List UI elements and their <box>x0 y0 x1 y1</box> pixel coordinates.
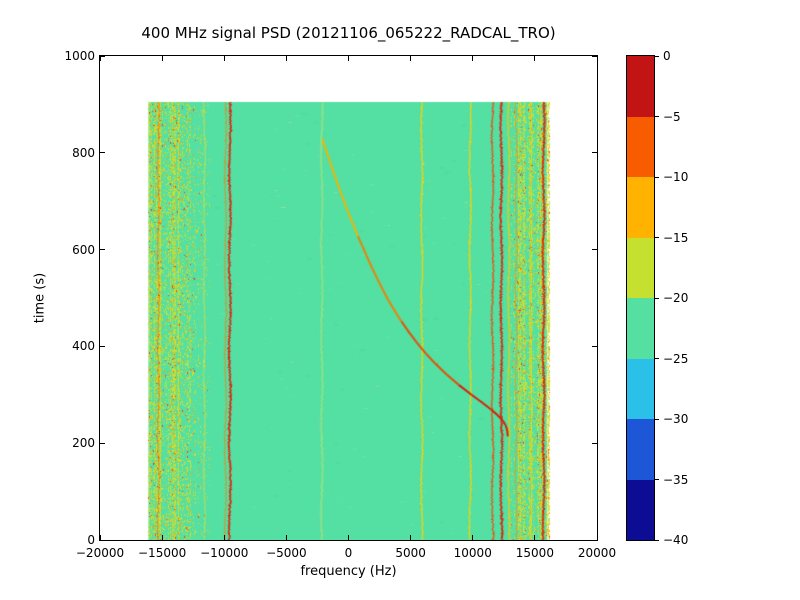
colorbar-tick-mark <box>655 479 659 480</box>
x-tick-label: 15000 <box>515 546 554 560</box>
colorbar-tick-label: −5 <box>663 109 681 124</box>
x-tick-label: −10000 <box>200 546 249 560</box>
colorbar-segment <box>627 56 654 117</box>
chart-title: 400 MHz signal PSD (20121106_065222_RADC… <box>141 24 556 42</box>
x-tick-label: −15000 <box>138 546 187 560</box>
y-tick-label: 200 <box>72 436 95 451</box>
x-tick-label: 0 <box>344 546 353 560</box>
colorbar-tick-label: −40 <box>663 533 689 547</box>
colorbar <box>626 55 655 541</box>
colorbar-tick-label: 0 <box>663 49 671 63</box>
colorbar-segment <box>627 419 654 480</box>
colorbar-segment <box>627 298 654 359</box>
colorbar-tick-mark <box>655 237 659 238</box>
y-tick-label: 400 <box>72 339 95 354</box>
y-tick-label: 0 <box>87 533 95 547</box>
colorbar-tick-label: −25 <box>663 351 689 366</box>
colorbar-tick-mark <box>655 116 659 117</box>
colorbar-tick-mark <box>655 297 659 299</box>
x-tick-label: 20000 <box>577 546 617 560</box>
colorbar-segment <box>627 116 654 177</box>
y-tick-label: 600 <box>72 242 95 257</box>
colorbar-tick-label: −15 <box>663 230 689 245</box>
x-axis-label: frequency (Hz) <box>300 564 397 579</box>
colorbar-tick-mark <box>655 176 659 178</box>
colorbar-tick-label: −10 <box>663 170 689 184</box>
colorbar-tick-mark <box>655 358 659 359</box>
x-tick-label: −5000 <box>266 546 307 560</box>
x-tick-label: 10000 <box>453 546 492 560</box>
y-axis-label: time (s) <box>32 272 48 324</box>
colorbar-tick-mark <box>655 55 659 57</box>
y-tick-label: 1000 <box>64 49 95 63</box>
colorbar-tick-label: −35 <box>663 472 689 487</box>
y-tick-label: 800 <box>72 145 95 160</box>
colorbar-tick-label: −30 <box>663 412 689 426</box>
plot-area <box>99 55 598 541</box>
x-tick-label: 5000 <box>395 546 426 560</box>
colorbar-segment <box>627 479 654 540</box>
x-tick-label: −20000 <box>75 546 125 560</box>
colorbar-segment <box>627 358 654 419</box>
colorbar-tick-mark <box>655 418 659 420</box>
colorbar-segment <box>627 177 654 238</box>
colorbar-tick-label: −20 <box>663 291 689 305</box>
colorbar-tick-mark <box>655 539 659 541</box>
heatmap-canvas <box>100 56 597 540</box>
colorbar-segment <box>627 237 654 298</box>
